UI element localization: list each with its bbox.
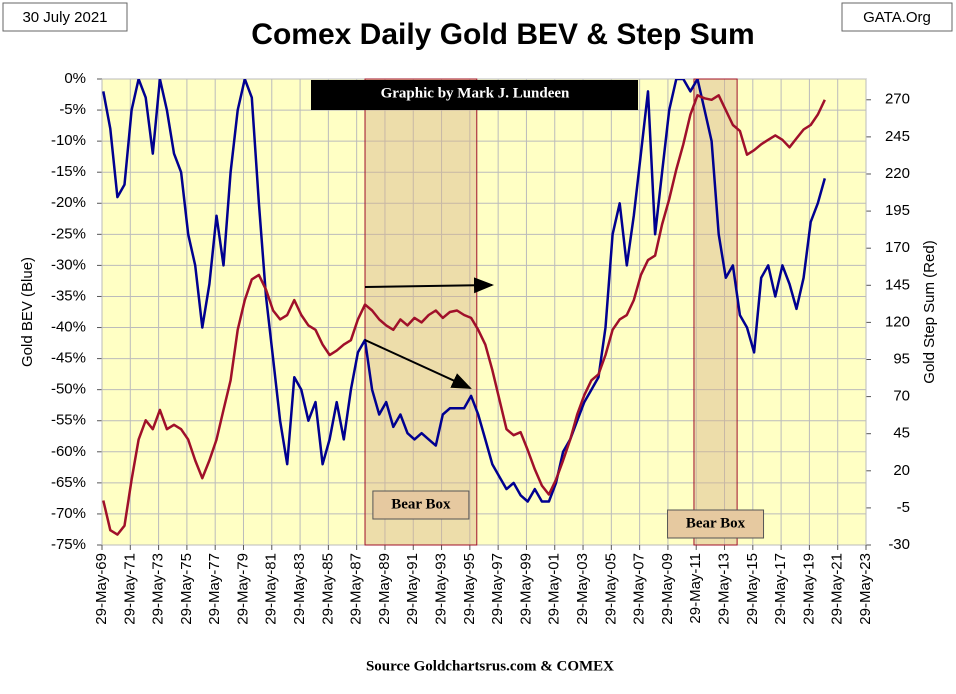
source-label: GATA.Org (863, 9, 931, 26)
y2-tick-label: -5 (897, 499, 910, 516)
x-tick-label: 29-May-17 (772, 553, 789, 625)
x-tick-label: 29-May-97 (489, 553, 506, 625)
y2-tick-label: 45 (893, 425, 910, 442)
x-tick-label: 29-May-11 (687, 553, 704, 624)
plot-area (101, 78, 867, 546)
x-tick-label: 29-May-95 (461, 553, 478, 625)
y-tick-label: -45% (51, 350, 86, 367)
bear-box-label: Bear Box (686, 515, 746, 531)
y2-tick-label: 170 (885, 239, 910, 256)
y-tick-label: -50% (51, 381, 86, 398)
y-tick-label: -20% (51, 194, 86, 211)
series-line (102, 94, 826, 536)
y2-tick-label: 195 (885, 202, 910, 219)
labels: 0% -5% -10% -15% -20% -25% -30% -35% -40% -45% -50… (51, 70, 910, 625)
source-box (841, 2, 953, 32)
y-tick-label: -40% (51, 319, 86, 336)
y-tick-label: -70% (51, 505, 86, 522)
y2-axis-label: Gold Step Sum (Red) (921, 240, 938, 383)
x-tick-label: 29-May-15 (744, 553, 761, 625)
x-tick-label: 29-May-71 (121, 553, 138, 625)
lines (102, 79, 827, 536)
x-tick-label: 29-May-23 (857, 553, 874, 625)
y-tick-label: -25% (51, 225, 86, 242)
y2-tick-label: 20 (893, 462, 910, 479)
x-tick-label: 29-May-05 (602, 553, 619, 625)
bear-box (693, 78, 738, 546)
bear-box-label-box (372, 490, 470, 520)
y2-tick-label: 120 (885, 313, 910, 330)
banner: Graphic by Mark J. Lundeen (381, 85, 570, 101)
y2-tick-label: 70 (893, 388, 910, 405)
x-tick-label: 29-May-75 (178, 553, 195, 625)
arrow (364, 339, 472, 389)
x-tick-label: 29-May-85 (319, 553, 336, 625)
y-tick-label: -10% (51, 132, 86, 149)
series-line (102, 79, 827, 503)
x-tick-label: 29-May-09 (659, 553, 676, 625)
date-box (2, 2, 128, 32)
x-tick-label: 29-May-07 (631, 553, 648, 625)
x-tick-label: 29-May-03 (574, 553, 591, 625)
date-label: 30 July 2021 (22, 9, 107, 26)
arrow (364, 277, 494, 294)
x-tick-label: 29-May-79 (234, 553, 251, 625)
y2-tick-label: 145 (885, 276, 910, 293)
x-tick-label: 29-May-19 (800, 553, 817, 625)
y-tick-label: -60% (51, 443, 86, 460)
x-tick-label: 29-May-69 (93, 553, 110, 625)
y-tick-label: -15% (51, 163, 86, 180)
y-axis-label: Gold BEV (Blue) (19, 257, 36, 367)
y-tick-label: 0% (64, 70, 86, 87)
y2-tick-label: 95 (893, 350, 910, 367)
x-tick-label: 29-May-13 (715, 553, 732, 625)
x-axis-label: Source Goldchartsrus.com & COMEX (366, 658, 614, 674)
x-tick-label: 29-May-89 (376, 553, 393, 625)
x-tick-label: 29-May-99 (517, 553, 534, 625)
y2-tick-label: 270 (885, 91, 910, 108)
y-tick-label: -5% (59, 101, 86, 118)
y-tick-label: -65% (51, 474, 86, 491)
chart-title: Comex Daily Gold BEV & Step Sum (251, 18, 754, 51)
y-tick-label: -55% (51, 412, 86, 429)
x-tick-label: 29-May-81 (263, 553, 280, 625)
x-tick-label: 29-May-93 (433, 553, 450, 625)
x-tick-label: 29-May-91 (404, 553, 421, 625)
y-tick-label: -30% (51, 256, 86, 273)
x-tick-label: 29-May-01 (546, 553, 563, 625)
x-tick-label: 29-May-87 (348, 553, 365, 625)
x-tick-label: 29-May-77 (206, 553, 223, 625)
bear-box-label: Bear Box (391, 496, 451, 512)
y2-tick-label: 245 (885, 128, 910, 145)
bear-box-label-box (667, 509, 765, 539)
y2-tick-label: -30 (888, 536, 910, 553)
x-tick-label: 29-May-21 (829, 553, 846, 625)
y-tick-label: -35% (51, 287, 86, 304)
y2-tick-label: 220 (885, 165, 910, 182)
banner-box (311, 80, 638, 110)
y-tick-label: -75% (51, 536, 86, 553)
x-tick-label: 29-May-83 (291, 553, 308, 625)
x-tick-label: 29-May-73 (150, 553, 167, 625)
